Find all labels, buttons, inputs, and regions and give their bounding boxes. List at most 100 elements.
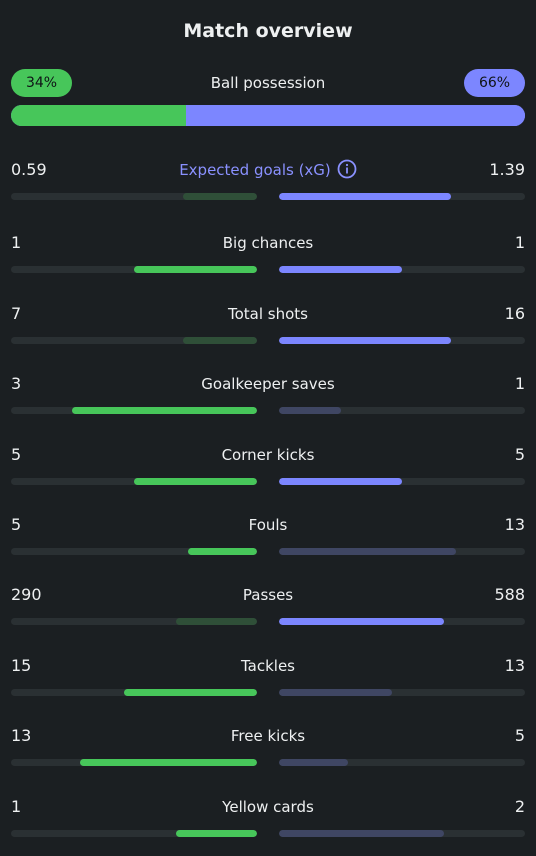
home-bar-track [11, 548, 257, 555]
away-bar-track [279, 407, 525, 414]
away-bar-fill [279, 830, 444, 837]
stat-row: 0.59 Expected goals (xG) 1.39 [11, 158, 525, 208]
home-bar-fill [80, 759, 257, 766]
stat-label-text: Tackles [240, 657, 296, 675]
home-bar-fill [124, 689, 257, 696]
home-stat-value: 1 [11, 233, 22, 252]
home-bar-track [11, 266, 257, 273]
home-bar-track [11, 618, 257, 625]
stat-label-text: Passes [242, 586, 294, 604]
away-bar-track [279, 548, 525, 555]
home-stat-value: 290 [11, 585, 42, 604]
stat-label: Passes [11, 583, 525, 607]
home-stat-value: 5 [11, 515, 22, 534]
away-stat-value: 1 [514, 233, 525, 252]
home-bar-track [11, 830, 257, 837]
home-possession-fill [11, 105, 186, 126]
home-stat-value: 3 [11, 374, 22, 393]
away-bar-fill [279, 337, 451, 344]
home-bar-fill [188, 548, 257, 555]
home-bar-fill [176, 618, 257, 625]
home-bar-fill [183, 337, 257, 344]
stat-header: 15 Tackles 13 [11, 654, 525, 678]
stat-label-text: Yellow cards [222, 798, 314, 816]
stat-row: 290 Passes 588 [11, 583, 525, 633]
possession-label: Ball possession [210, 74, 326, 92]
info-icon[interactable] [337, 159, 357, 179]
away-bar-fill [279, 266, 402, 273]
stat-label-text: Free kicks [230, 727, 306, 745]
away-stat-value: 1 [514, 374, 525, 393]
home-bar-fill [134, 266, 257, 273]
stat-header: 5 Fouls 13 [11, 513, 525, 537]
away-stat-value: 16 [504, 304, 525, 323]
away-possession-fill [185, 105, 525, 126]
home-stat-value: 0.59 [11, 160, 47, 179]
stat-header: 5 Corner kicks 5 [11, 443, 525, 467]
stat-label: Yellow cards [11, 795, 525, 819]
stat-label-text: Expected goals (xG) [179, 161, 331, 179]
away-bar-track [279, 193, 525, 200]
possession-bar [11, 105, 525, 126]
home-bar-fill [134, 478, 257, 485]
away-bar-track [279, 618, 525, 625]
home-stat-value: 5 [11, 445, 22, 464]
stat-label: Free kicks [11, 724, 525, 748]
stat-row: 15 Tackles 13 [11, 654, 525, 704]
stat-row: 5 Corner kicks 5 [11, 443, 525, 493]
away-stat-value: 13 [504, 515, 525, 534]
home-bar-track [11, 689, 257, 696]
stat-header: 1 Big chances 1 [11, 231, 525, 255]
away-bar-fill [279, 407, 341, 414]
ball-possession: 34% Ball possession 66% [11, 69, 525, 127]
stat-row: 7 Total shots 16 [11, 302, 525, 352]
away-bar-track [279, 478, 525, 485]
stat-row: 3 Goalkeeper saves 1 [11, 372, 525, 422]
stat-label: Goalkeeper saves [11, 372, 525, 396]
stat-header: 1 Yellow cards 2 [11, 795, 525, 819]
home-bar-track [11, 759, 257, 766]
away-bar-track [279, 266, 525, 273]
stat-label: Big chances [11, 231, 525, 255]
home-bar-fill [183, 193, 257, 200]
stat-label: Tackles [11, 654, 525, 678]
home-bar-track [11, 193, 257, 200]
stat-label-text: Fouls [248, 516, 288, 534]
home-bar-fill [72, 407, 257, 414]
home-stat-value: 13 [11, 726, 32, 745]
away-bar-track [279, 759, 525, 766]
away-stat-value: 1.39 [489, 160, 525, 179]
away-bar-fill [279, 548, 456, 555]
away-bar-fill [279, 689, 392, 696]
away-bar-track [279, 830, 525, 837]
home-bar-track [11, 337, 257, 344]
away-stat-value: 13 [504, 656, 525, 675]
away-stat-value: 2 [514, 797, 525, 816]
away-bar-fill [279, 618, 444, 625]
home-possession-badge: 34% [11, 69, 72, 97]
stat-label: Fouls [11, 513, 525, 537]
home-bar-track [11, 478, 257, 485]
home-bar-fill [176, 830, 257, 837]
away-stat-value: 588 [494, 585, 525, 604]
home-stat-value: 7 [11, 304, 22, 323]
stat-label: Corner kicks [11, 443, 525, 467]
stat-row: 13 Free kicks 5 [11, 724, 525, 774]
home-stat-value: 15 [11, 656, 32, 675]
home-stat-value: 1 [11, 797, 22, 816]
stat-header: 0.59 Expected goals (xG) 1.39 [11, 158, 525, 182]
away-bar-fill [279, 759, 348, 766]
away-bar-track [279, 337, 525, 344]
away-bar-track [279, 689, 525, 696]
stat-label: Expected goals (xG) [11, 158, 525, 182]
home-bar-track [11, 407, 257, 414]
away-stat-value: 5 [514, 726, 525, 745]
away-possession-badge: 66% [464, 69, 525, 97]
stat-row: 5 Fouls 13 [11, 513, 525, 563]
stat-header: 290 Passes 588 [11, 583, 525, 607]
away-bar-fill [279, 193, 451, 200]
away-bar-fill [279, 478, 402, 485]
stat-header: 13 Free kicks 5 [11, 724, 525, 748]
away-stat-value: 5 [514, 445, 525, 464]
stat-row: 1 Big chances 1 [11, 231, 525, 281]
